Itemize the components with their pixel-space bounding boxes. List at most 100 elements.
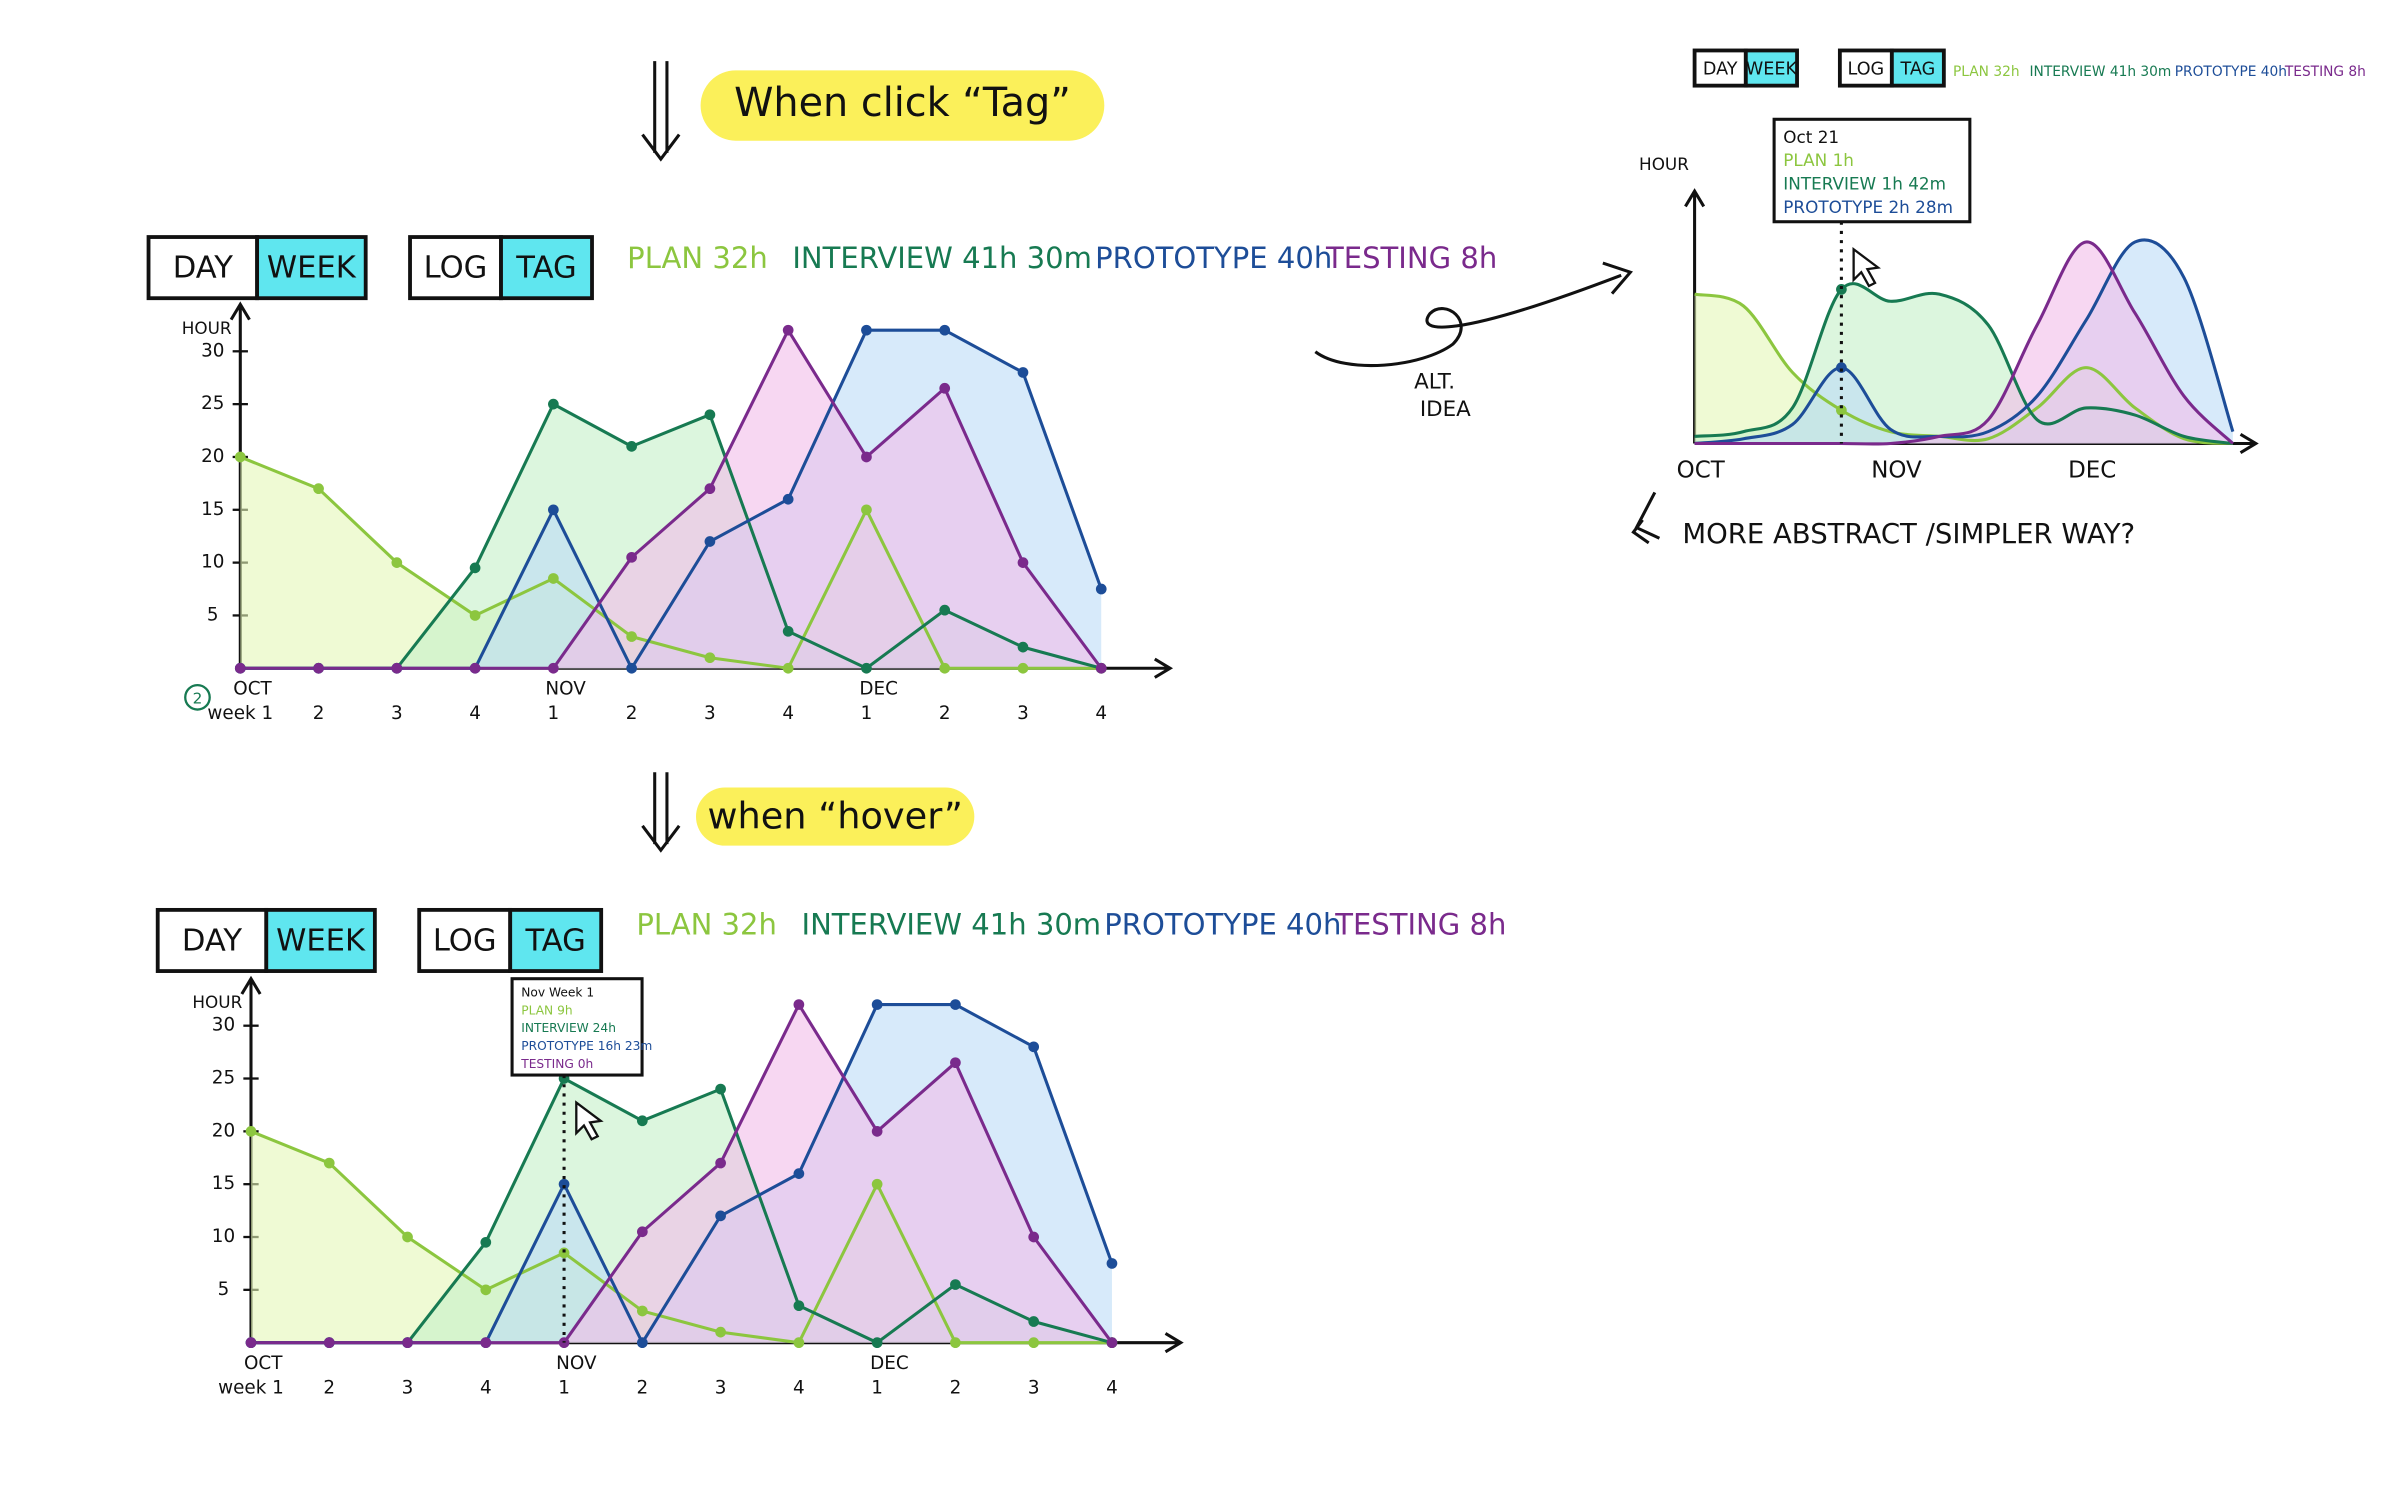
toggle-label: WEEK — [1746, 60, 1798, 80]
x-tick-label: 4 — [1106, 1378, 1118, 1399]
x-tick-label: 4 — [793, 1378, 805, 1399]
point — [234, 451, 246, 463]
month-label: DEC — [859, 679, 898, 700]
toggle-group: DAY WEEK — [146, 235, 368, 301]
toggle[interactable] — [155, 907, 269, 973]
point — [939, 324, 951, 336]
point — [245, 1337, 257, 1349]
point — [480, 1284, 492, 1296]
highlight — [700, 70, 1105, 141]
point — [469, 562, 481, 574]
area — [1694, 241, 2233, 445]
chart: DAY WEEK LOG TAG PLAN 32h INTERVIEW 41h 30m PR… — [155, 907, 1506, 1399]
legend-entry: PROTOTYPE 40h — [1095, 241, 1332, 275]
y-tick-label: 25 — [212, 1068, 235, 1089]
point — [861, 504, 872, 516]
point — [1028, 1316, 1040, 1327]
x-tick-label: 1 — [861, 703, 873, 724]
point — [323, 1337, 335, 1349]
toggle-label: TAG — [524, 924, 585, 959]
badge-circle — [184, 683, 211, 711]
point — [1017, 641, 1029, 653]
y-tick-label: 20 — [201, 446, 224, 467]
legend-entry: INTERVIEW 41h 30m — [792, 241, 1092, 275]
line — [250, 1001, 1114, 1345]
toggle-group: LOG TAG — [1837, 48, 1946, 88]
toggle-active[interactable] — [255, 235, 368, 301]
toggle-active[interactable] — [1889, 48, 1946, 88]
toggle-group: LOG TAG — [417, 907, 604, 973]
toggle-label: TAG — [515, 251, 576, 286]
x-tick-label: 3 — [391, 703, 403, 724]
point — [1028, 1231, 1040, 1243]
toggle-active[interactable] — [264, 907, 377, 973]
toggle-label: DAY — [1703, 60, 1738, 80]
legend-entry: PROTOTYPE 40h — [1104, 908, 1341, 942]
point — [391, 557, 403, 568]
toggle-label: DAY — [182, 924, 243, 959]
month-label: OCT — [244, 1353, 283, 1374]
point — [480, 1236, 492, 1248]
toggle-active[interactable] — [499, 235, 594, 301]
x-tick-label: 2 — [939, 703, 951, 724]
toggle-active[interactable] — [508, 907, 604, 973]
point — [1106, 1337, 1118, 1349]
point — [245, 1126, 257, 1137]
point — [234, 662, 246, 674]
alt-annotation: ALT. IDEA — [1314, 261, 1634, 422]
x-tick-label: 1 — [871, 1378, 883, 1399]
point — [704, 652, 716, 664]
x-tick-label: NOV — [1871, 458, 1922, 484]
tooltip-box — [1772, 117, 1972, 224]
point — [939, 604, 951, 616]
point — [871, 1126, 883, 1137]
tooltip: Oct 21 PLAN 1h INTERVIEW 1h 42m PROTOTYPE 2… — [1772, 117, 1972, 444]
highlight — [696, 787, 975, 846]
point — [871, 1178, 883, 1190]
legend-entry: TESTING 8h — [1325, 241, 1497, 275]
hover-point — [1836, 404, 1847, 416]
point — [626, 631, 637, 642]
x-tick-label: 4 — [480, 1378, 492, 1399]
point — [861, 324, 872, 336]
x-tick-label: 3 — [715, 1378, 727, 1399]
point — [1095, 583, 1107, 595]
legend-entry: PLAN 32h — [1953, 64, 2020, 80]
legend-entry: TESTING 8h — [1334, 908, 1506, 942]
point — [313, 483, 324, 495]
tooltip-line: PROTOTYPE 16h 23m — [521, 1039, 652, 1053]
annotation-text: when “hover” — [707, 795, 962, 838]
x-tick-label: 1 — [548, 703, 560, 724]
toggle[interactable] — [408, 235, 503, 301]
point — [704, 409, 716, 421]
point — [793, 1168, 805, 1179]
toggle[interactable] — [146, 235, 260, 301]
point — [402, 1337, 413, 1349]
month-label: OCT — [233, 679, 272, 700]
toggle-active[interactable] — [1743, 48, 1799, 88]
point — [861, 451, 872, 463]
tooltip-title: Nov Week 1 — [521, 985, 594, 999]
point — [636, 1337, 648, 1349]
point — [1028, 1041, 1040, 1053]
toggle-label: LOG — [424, 251, 488, 286]
legend-entry: PROTOTYPE 40h — [2175, 64, 2287, 80]
point — [704, 536, 716, 547]
point — [626, 441, 637, 452]
tooltip-line: INTERVIEW 1h 42m — [1783, 173, 1946, 193]
point — [1017, 367, 1029, 378]
tooltip-line: TESTING 0h — [520, 1057, 593, 1071]
point — [313, 662, 324, 674]
toggle[interactable] — [1692, 48, 1748, 88]
point — [636, 1226, 648, 1238]
y-tick-label: 5 — [218, 1279, 230, 1300]
toggle-label: WEEK — [267, 251, 357, 286]
point — [950, 999, 961, 1010]
y-axis-label: HOUR — [192, 992, 242, 1012]
tooltip-line: INTERVIEW 24h — [521, 1021, 616, 1035]
point — [548, 573, 559, 584]
y-tick-label: 15 — [201, 499, 224, 520]
cursor — [575, 1100, 604, 1141]
toggle-label: LOG — [433, 924, 497, 959]
line — [1694, 292, 2234, 446]
